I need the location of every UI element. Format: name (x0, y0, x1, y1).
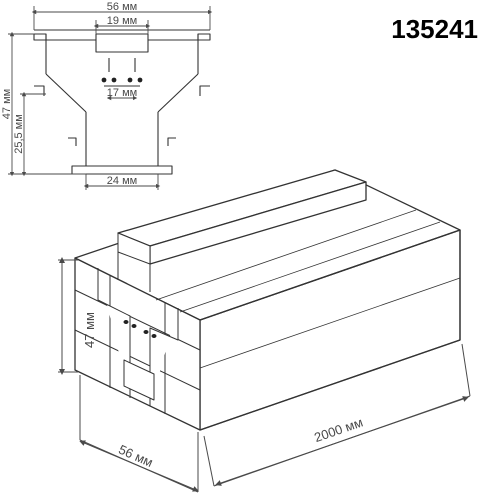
diagram-canvas: 135241 (0, 0, 500, 500)
iso-dim-2000mm: 2000 мм (312, 414, 365, 445)
isometric-drawing: 47 мм 56 мм 2000 мм (0, 0, 500, 500)
iso-dim-47mm: 47 мм (82, 312, 97, 348)
iso-dim-56mm: 56 мм (116, 442, 155, 470)
